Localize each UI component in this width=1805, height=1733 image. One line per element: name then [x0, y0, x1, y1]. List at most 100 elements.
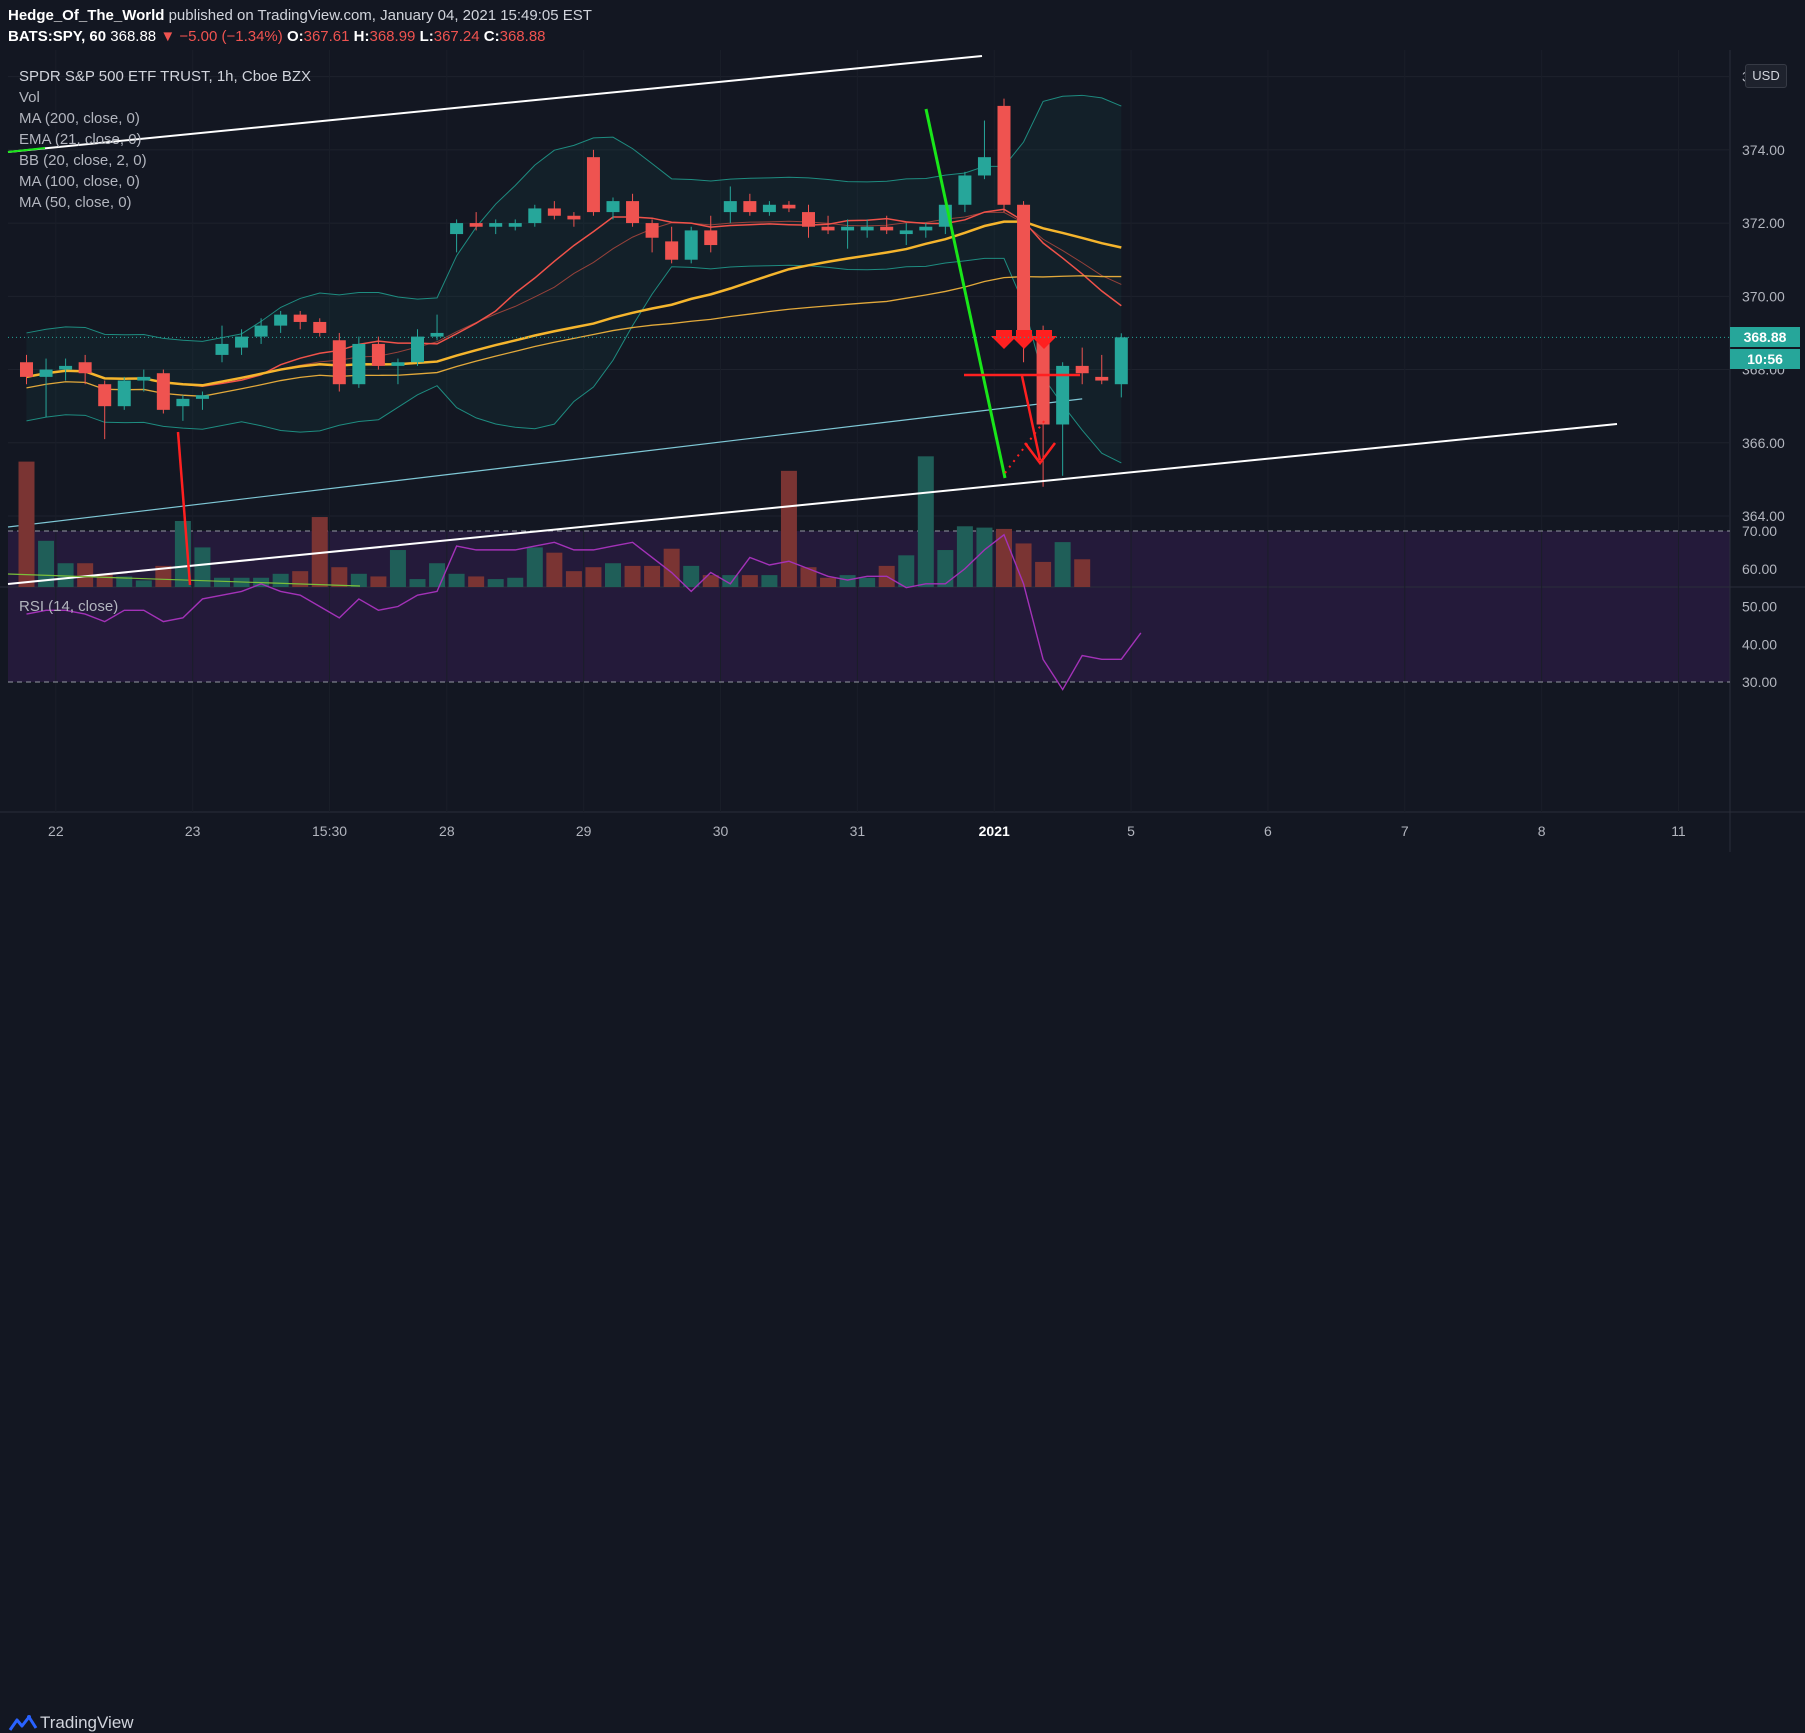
volume-bar	[389, 550, 406, 587]
candle	[1075, 347, 1089, 385]
candle	[117, 376, 131, 410]
candle-body	[332, 340, 346, 385]
volume-bar	[820, 577, 837, 587]
candle-body	[98, 384, 112, 407]
upper-trendline	[7, 55, 983, 153]
candle-body	[997, 105, 1011, 205]
legend-ma100[interactable]: MA (100, close, 0)	[19, 173, 140, 190]
candle	[508, 219, 522, 231]
tradingview-brand[interactable]: TradingView	[40, 1713, 134, 1732]
volume-bar	[116, 576, 133, 587]
rsi-tick-label: 50.00	[1742, 599, 1777, 615]
candle-body	[1114, 337, 1128, 385]
candle-body	[450, 223, 464, 235]
candle-body	[958, 175, 972, 205]
candle-body	[567, 215, 581, 220]
candle-body	[489, 223, 503, 227]
candle-body	[1036, 332, 1050, 425]
candle	[802, 204, 815, 238]
candle-body	[293, 314, 307, 322]
candle-body	[469, 223, 483, 227]
volume-bar	[585, 567, 602, 587]
publication-header: Hedge_Of_The_World published on TradingV…	[0, 0, 1805, 50]
legend-ema21[interactable]: EMA (21, close, 0)	[19, 131, 142, 148]
green-mark-line	[7, 147, 46, 153]
volume-bar	[448, 573, 465, 587]
time-tick-label: 31	[850, 823, 866, 839]
volume-bar	[77, 563, 94, 587]
time-tick-label: 7	[1401, 823, 1409, 839]
volume-bar	[996, 528, 1012, 587]
rsi-line	[26, 533, 1142, 691]
candle-body	[78, 362, 92, 374]
volume-bar	[976, 527, 993, 587]
rsi-tick-label: 30.00	[1742, 674, 1777, 690]
author-name[interactable]: Hedge_Of_The_World	[8, 7, 165, 24]
volume-bar	[194, 547, 211, 587]
candle	[821, 215, 835, 235]
candle	[684, 226, 698, 264]
rsi-band	[8, 531, 1730, 682]
volume-bar	[487, 579, 504, 587]
green-drop-line	[924, 108, 1007, 479]
candle-body	[235, 336, 249, 348]
legend-volume[interactable]: Vol	[19, 89, 40, 106]
candle-body	[645, 223, 659, 238]
rsi-tick-label: 70.00	[1742, 523, 1777, 539]
bar-countdown-tag: 10:56	[1730, 349, 1800, 370]
rsi-tick-label: 60.00	[1742, 561, 1777, 577]
currency-button[interactable]: USD	[1745, 64, 1787, 88]
candle-body	[59, 365, 73, 370]
open-label: O:	[286, 28, 304, 45]
candle	[176, 395, 190, 421]
candle	[704, 215, 718, 253]
candle	[195, 391, 209, 410]
price-tick-label: 372.00	[1742, 215, 1785, 231]
candle-body	[117, 380, 131, 407]
last-price: 368.88	[110, 28, 157, 45]
red-projection-line	[1020, 375, 1042, 461]
volume-bar	[624, 565, 641, 587]
legend-title[interactable]: SPDR S&P 500 ETF TRUST, 1h, Cboe BZX	[19, 68, 312, 85]
candle-body	[137, 376, 151, 381]
candle	[880, 215, 894, 235]
open-value: 367.61	[303, 28, 350, 45]
close-label: C:	[483, 28, 500, 45]
candle-body	[606, 201, 620, 213]
candle	[332, 332, 346, 392]
volume-bar	[741, 575, 758, 587]
volume-bar	[331, 567, 348, 587]
volume-bar	[155, 565, 172, 587]
tradingview-logo-icon[interactable]	[8, 1714, 38, 1732]
high-value: 368.99	[369, 28, 416, 45]
legend-bb[interactable]: BB (20, close, 2, 0)	[19, 152, 147, 169]
candle-body	[411, 336, 424, 363]
candle	[215, 325, 229, 363]
volume-bar	[507, 577, 524, 587]
red-down-arrow-icon	[1011, 330, 1037, 349]
red-down-arrow-icon	[1031, 330, 1057, 349]
time-tick-label: 2021	[979, 823, 1010, 839]
candle	[489, 219, 503, 235]
volume-bar	[898, 555, 915, 587]
ma50-line	[26, 275, 1122, 397]
volume-bar	[1074, 559, 1091, 587]
candle-body	[547, 208, 561, 216]
green-low-line	[7, 573, 361, 587]
legend-ma200[interactable]: MA (200, close, 0)	[19, 110, 140, 127]
volume-bar	[937, 550, 954, 587]
candle-body	[20, 362, 33, 377]
volume-bar	[546, 552, 563, 587]
candle-body	[1017, 204, 1031, 333]
candle	[723, 186, 737, 224]
rsi-legend[interactable]: RSI (14, close)	[19, 598, 119, 615]
candle-body	[1095, 376, 1109, 381]
candle-body	[841, 226, 855, 231]
price-chart[interactable]: 364.00366.00368.00370.00372.00374.00376.…	[0, 50, 1805, 852]
price-tick-label: 370.00	[1742, 288, 1785, 304]
candle	[743, 193, 757, 216]
candle-body	[254, 325, 268, 337]
candle-body	[723, 201, 737, 213]
candle	[313, 318, 327, 337]
legend-ma50[interactable]: MA (50, close, 0)	[19, 194, 132, 211]
